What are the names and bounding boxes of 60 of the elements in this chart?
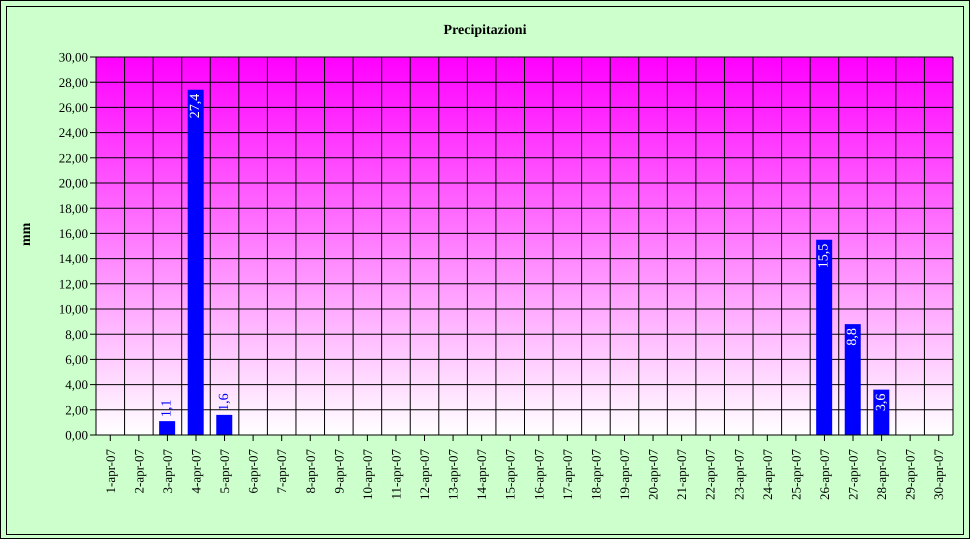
x-tick-label: 8-apr-07 [302,448,318,494]
x-tick-label: 15-apr-07 [502,448,518,500]
x-tick-label: 11-apr-07 [388,448,404,500]
y-tick-label: 24,00 [58,125,88,140]
x-tick-label: 12-apr-07 [417,448,432,500]
x-tick-label: 26-apr-07 [816,448,832,500]
y-tick-label: 16,00 [58,226,88,242]
bar [216,414,232,435]
x-tick-label: 5-apr-07 [217,448,232,494]
x-tick-label: 10-apr-07 [360,448,375,500]
x-tick-label: 16-apr-07 [531,448,546,500]
data-label: 1,1 [160,400,175,418]
bar [188,90,204,435]
bar [816,240,832,435]
bar [844,324,861,435]
y-tick-label: 22,00 [58,150,88,166]
x-tick-label: 14-apr-07 [474,448,490,500]
x-tick-label: 29-apr-07 [902,448,918,500]
x-tick-label: 1-apr-07 [102,448,118,494]
x-tick-label: 20-apr-07 [646,448,661,500]
x-tick-label: 2-apr-07 [131,448,146,494]
x-tick-label: 4-apr-07 [188,448,204,494]
y-tick-label: 4,00 [65,377,88,392]
data-label: 15,5 [816,244,832,268]
bar [159,421,176,435]
x-tick-label: 3-apr-07 [160,448,175,494]
x-tick-label: 18-apr-07 [588,448,604,500]
x-tick-label: 27-apr-07 [846,448,861,500]
x-tick-label: 21-apr-07 [674,448,690,500]
y-tick-label: 8,00 [65,326,88,342]
y-tick-label: 0,00 [65,428,88,443]
x-tick-label: 23-apr-07 [731,448,746,500]
x-tick-label: 9-apr-07 [331,448,346,494]
y-tick-label: 26,00 [58,100,88,116]
bar [873,390,890,435]
y-tick-label: 28,00 [58,74,88,90]
y-tick-label: 18,00 [58,200,88,216]
y-tick-label: 12,00 [58,276,88,292]
x-tick-label: 13-apr-07 [446,448,461,500]
y-axis-title: mm [18,222,34,246]
chart-title: Precipitazioni [442,23,528,39]
y-tick-label: 6,00 [65,352,88,368]
data-label: 8,8 [845,328,860,346]
x-tick-label: 22-apr-07 [702,448,718,500]
y-tick-label: 30,00 [58,50,88,65]
data-label: 27,4 [188,94,204,118]
x-tick-label: 7-apr-07 [274,448,290,494]
x-tick-label: 28-apr-07 [874,448,890,500]
x-tick-label: 6-apr-07 [246,448,261,494]
x-tick-label: 17-apr-07 [560,448,575,500]
x-tick-label: 30-apr-07 [931,448,946,500]
y-tick-label: 10,00 [58,302,88,317]
x-tick-label: 24-apr-07 [760,448,775,500]
y-tick-label: 2,00 [65,402,88,418]
x-tick-label: 25-apr-07 [788,448,804,500]
y-tick-label: 14,00 [58,251,88,266]
data-label: 3,6 [874,394,889,412]
data-label: 1,6 [216,393,232,411]
y-tick-label: 20,00 [58,176,88,191]
x-tick-label: 19-apr-07 [616,448,632,500]
